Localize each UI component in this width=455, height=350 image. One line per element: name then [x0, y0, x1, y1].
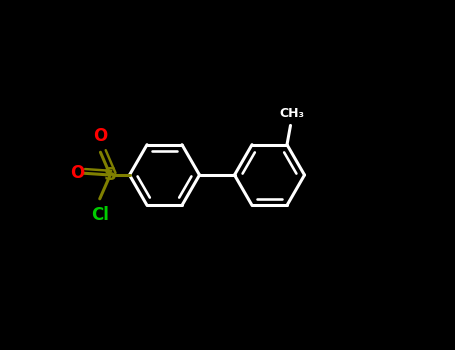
Text: Cl: Cl [91, 206, 109, 224]
Text: CH₃: CH₃ [280, 107, 305, 120]
Text: O: O [70, 164, 84, 182]
Text: O: O [93, 127, 107, 145]
Text: S: S [104, 166, 117, 184]
